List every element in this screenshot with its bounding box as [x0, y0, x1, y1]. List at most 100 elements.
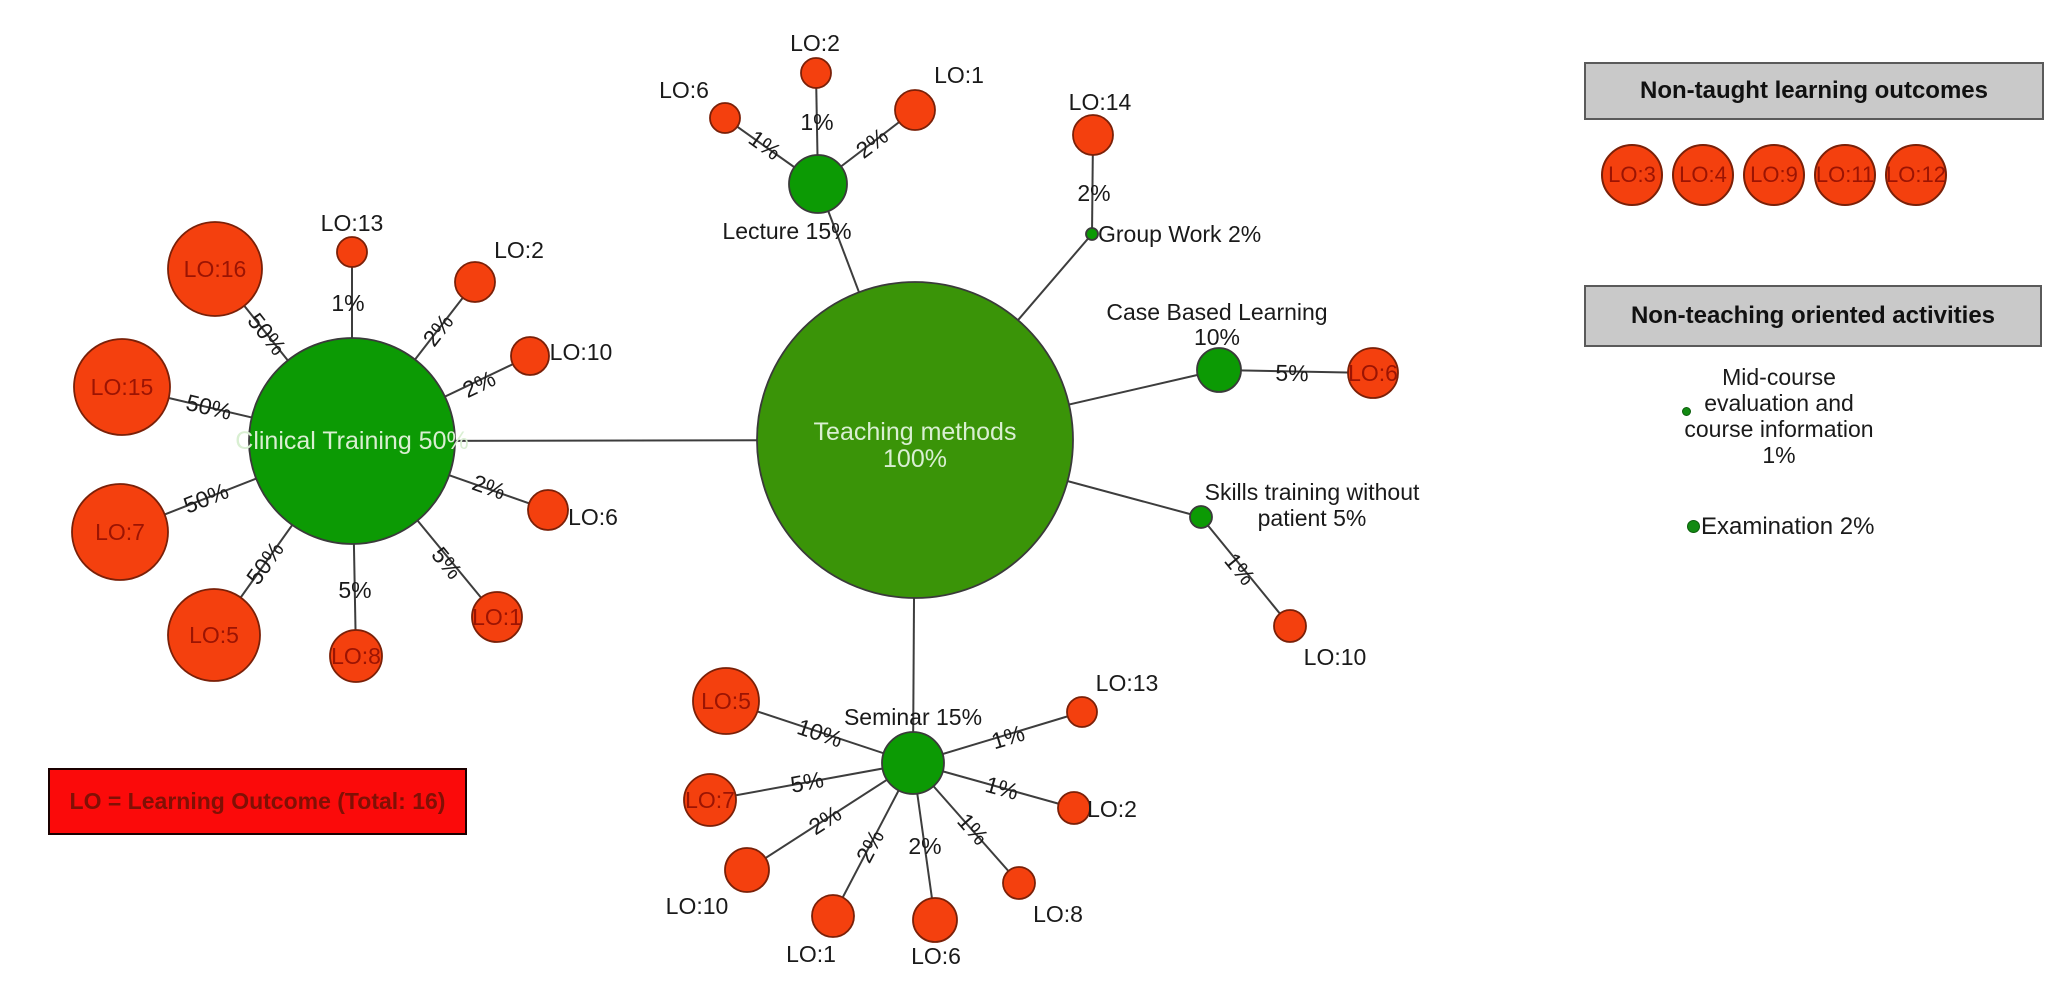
graph-node-se6	[912, 897, 958, 943]
graph-node-label-cbl: Case Based Learning	[1106, 299, 1327, 325]
non-taught-lo-circle: LO:4	[1672, 144, 1734, 206]
graph-edge-skills-s10	[1200, 516, 1291, 627]
graph-node-teaching	[756, 281, 1074, 599]
graph-edge-label-seminar-se6: 2%	[908, 833, 941, 859]
graph-node-label-l6: LO:6	[659, 77, 709, 103]
graph-node-se8	[1002, 866, 1036, 900]
graph-node-label-se2: LO:2	[1087, 796, 1137, 822]
lo-legend-box: LO = Learning Outcome (Total: 16)	[48, 768, 467, 835]
lo-legend-text: LO = Learning Outcome (Total: 16)	[69, 788, 446, 814]
graph-node-clinical	[248, 337, 456, 545]
non-taught-header: Non-taught learning outcomes	[1584, 62, 2044, 120]
graph-node-label-cb6: LO:6	[1348, 360, 1398, 386]
graph-node-label-c7: LO:7	[95, 519, 145, 545]
graph-node-label-l2: LO:2	[790, 30, 840, 56]
graph-node-c8	[329, 629, 383, 683]
graph-node-se7	[683, 773, 737, 827]
graph-node-label-teaching: 100%	[883, 445, 947, 473]
graph-node-label-se8: LO:8	[1033, 901, 1083, 927]
graph-node-label-skills: Skills training without	[1205, 479, 1420, 505]
graph-node-label-c6: LO:6	[568, 504, 618, 530]
activity-examination: Examination 2%	[1701, 513, 1875, 540]
graph-edge-label-cbl-cb6: 5%	[1275, 360, 1309, 387]
graph-edge-label-lecture-l1: 2%	[851, 123, 893, 164]
graph-node-label-clinical: Clinical Training 50%	[235, 427, 468, 455]
graph-node-l1	[894, 89, 936, 131]
graph-node-label-se1: LO:1	[786, 941, 836, 967]
graph-node-label-c5: LO:5	[189, 622, 239, 648]
activity-midcourse: Mid-course evaluation and course informa…	[1684, 364, 1874, 468]
graph-node-label-se10: LO:10	[666, 893, 729, 919]
graph-node-c5	[167, 588, 261, 682]
graph-node-label-c13: LO:13	[321, 210, 384, 236]
graph-edge-label-lecture-l2: 1%	[800, 109, 833, 135]
graph-node-c1	[471, 591, 523, 643]
graph-edge-label-clinical-c16: 50%	[242, 308, 291, 360]
graph-node-se2	[1057, 791, 1091, 825]
non-taught-lo-circle: LO:9	[1743, 144, 1805, 206]
graph-node-se5	[692, 667, 760, 735]
graph-node-cb6	[1347, 347, 1399, 399]
graph-edge-label-clinical-c15: 50%	[184, 389, 235, 425]
non-taught-lo-circle: LO:11	[1814, 144, 1876, 206]
graph-node-c7	[71, 483, 169, 581]
graph-node-c6	[527, 489, 569, 531]
non-taught-title: Non-taught learning outcomes	[1640, 77, 1988, 104]
non-taught-lo-row: LO:3 LO:4 LO:9 LO:11 LO:12	[1601, 144, 1947, 206]
graph-node-label-s10: LO:10	[1304, 644, 1367, 670]
graph-node-seminar	[881, 731, 945, 795]
graph-node-lecture	[788, 154, 848, 214]
graph-node-label-skills: patient 5%	[1258, 505, 1367, 531]
graph-edge-label-seminar-se5: 10%	[794, 713, 846, 752]
graph-node-label-teaching: Teaching methods	[814, 418, 1017, 446]
graph-edge-label-seminar-se13: 1%	[988, 720, 1027, 755]
non-teaching-header: Non-teaching oriented activities	[1584, 285, 2042, 347]
graph-node-label-se6: LO:6	[911, 943, 961, 969]
graph-node-se10	[724, 847, 770, 893]
graph-node-cbl	[1196, 347, 1242, 393]
non-taught-lo-circle: LO:3	[1601, 144, 1663, 206]
graph-edge-seminar-se10	[746, 762, 914, 871]
graph-node-label-lecture: Lecture 15%	[722, 218, 851, 244]
graph-node-label-se5: LO:5	[701, 688, 751, 714]
graph-edge-label-seminar-se7: 5%	[788, 766, 825, 798]
graph-node-c2	[454, 261, 496, 303]
graph-node-g14	[1072, 114, 1114, 156]
graph-node-c10	[510, 336, 550, 376]
graph-edge-label-clinical-c13: 1%	[331, 290, 364, 316]
graph-node-l2	[800, 57, 832, 89]
graph-edge-label-seminar-se10: 2%	[804, 800, 846, 840]
graph-edge-seminar-se7	[709, 762, 914, 801]
graph-edge-label-clinical-c5: 50%	[241, 537, 289, 590]
graph-edge-label-clinical-c6: 2%	[469, 469, 509, 505]
graph-node-label-se7: LO:7	[685, 787, 735, 813]
examination-dot-icon	[1687, 520, 1700, 533]
graph-edge-label-seminar-se1: 2%	[851, 825, 889, 867]
graph-node-label-l1: LO:1	[934, 62, 984, 88]
graph-node-label-seminar: Seminar 15%	[844, 704, 982, 730]
graph-node-label-se13: LO:13	[1096, 670, 1159, 696]
graph-node-c15	[73, 338, 171, 436]
graph-edge-label-clinical-c2: 2%	[418, 309, 459, 351]
graph-node-label-c8: LO:8	[331, 643, 381, 669]
graph-edge-label-lecture-l6: 1%	[744, 125, 786, 165]
graph-node-s10	[1273, 609, 1307, 643]
graph-node-c16	[167, 221, 263, 317]
graph-edge-label-clinical-c8: 5%	[338, 577, 371, 603]
graph-node-label-c10: LO:10	[550, 339, 613, 365]
graph-node-groupwork	[1085, 227, 1099, 241]
graph-edge-label-clinical-c7: 50%	[180, 477, 232, 518]
graph-edge-label-seminar-se2: 1%	[982, 771, 1021, 805]
graph-node-label-c2: LO:2	[494, 237, 544, 263]
graph-node-se13	[1066, 696, 1098, 728]
graph-node-l6	[709, 102, 741, 134]
midcourse-dot-icon	[1682, 407, 1691, 416]
graph-node-label-c1: LO:1	[472, 604, 522, 630]
graph-node-se1	[811, 894, 855, 938]
graph-node-label-g14: LO:14	[1069, 89, 1132, 115]
graph-node-skills	[1189, 505, 1213, 529]
graph-edge-label-clinical-c10: 2%	[458, 365, 499, 403]
graph-edge-label-clinical-c1: 5%	[426, 542, 467, 584]
graph-node-label-c16: LO:16	[184, 256, 247, 282]
